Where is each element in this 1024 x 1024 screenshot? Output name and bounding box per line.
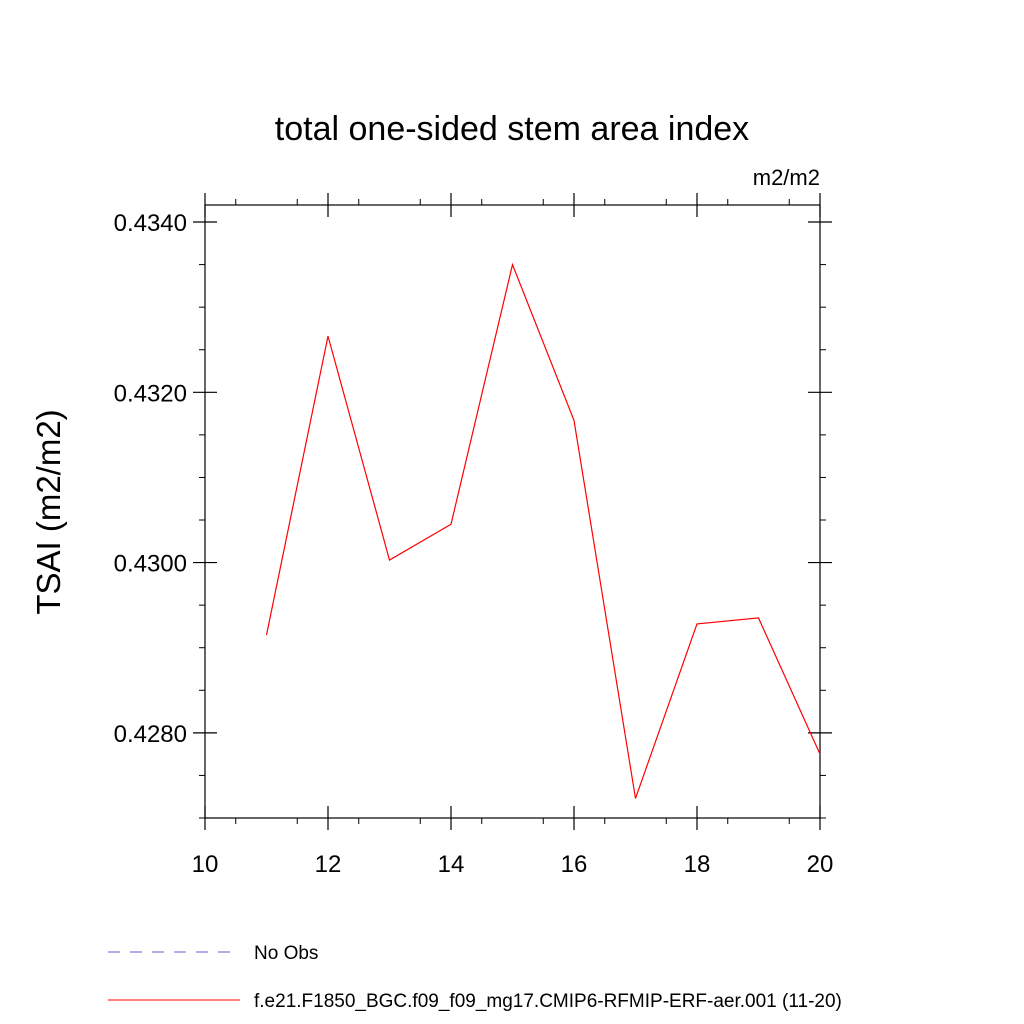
y-tick-label: 0.4300 <box>114 551 187 578</box>
legend-label: No Obs <box>254 943 318 964</box>
units-label: m2/m2 <box>753 165 820 190</box>
axis-ticks <box>193 193 832 830</box>
x-tick-label: 18 <box>684 851 711 878</box>
axis-tick-labels: 10 12 14 16 18 20 0.4280 0.4300 0.4320 0.4340 <box>114 210 834 878</box>
series-line <box>265 262 821 799</box>
x-tick-label: 10 <box>192 851 219 878</box>
plot-frame <box>204 204 821 819</box>
x-tick-label: 14 <box>438 851 465 878</box>
y-tick-label: 0.4280 <box>114 721 187 748</box>
chart-title: total one-sided stem area index <box>275 110 749 148</box>
y-axis-label: TSAI (m2/m2) <box>30 409 67 614</box>
y-tick-label: 0.4320 <box>114 380 187 407</box>
x-tick-label: 16 <box>561 851 588 878</box>
x-tick-label: 20 <box>807 851 834 878</box>
legend: No Obs f.e21.F1850_BGC.f09_f09_mg17.CMIP6… <box>108 943 842 1012</box>
data-series <box>265 262 821 799</box>
x-tick-label: 12 <box>315 851 342 878</box>
y-tick-label: 0.4340 <box>114 210 187 237</box>
legend-label: f.e21.F1850_BGC.f09_f09_mg17.CMIP6-RFMIP… <box>254 991 842 1012</box>
